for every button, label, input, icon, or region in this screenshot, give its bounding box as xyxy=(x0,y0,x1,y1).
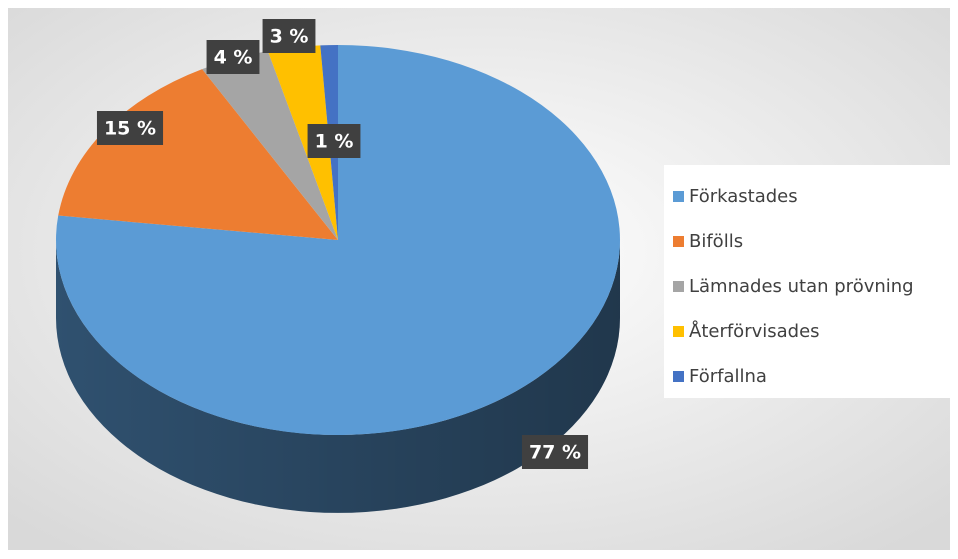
data-label-box xyxy=(307,124,361,158)
slice xyxy=(55,45,621,435)
legend-swatch xyxy=(673,191,684,202)
data-label-box xyxy=(521,435,589,469)
data-label: 4 % xyxy=(214,47,253,69)
legend-swatch xyxy=(673,236,684,247)
data-label-box xyxy=(262,19,316,53)
data-label-box xyxy=(206,40,260,74)
legend-label: Återförvisades xyxy=(689,320,820,342)
data-label: 15 % xyxy=(104,118,156,140)
legend-swatch xyxy=(673,371,684,382)
slice xyxy=(267,45,338,240)
data-label: 77 % xyxy=(529,442,581,464)
legend-label: Förkastades xyxy=(689,186,798,207)
data-label: 1 % xyxy=(315,131,354,153)
legend-swatch xyxy=(673,281,684,292)
slice xyxy=(202,51,338,240)
slice-side-shade xyxy=(56,240,620,513)
legend-label: Lämnades utan prövning xyxy=(689,276,914,297)
legend-label: Bifölls xyxy=(689,231,743,252)
legend-label: Förfallna xyxy=(689,366,767,387)
data-label: 3 % xyxy=(270,26,309,48)
legend-swatch xyxy=(673,326,684,337)
legend-box xyxy=(664,165,952,398)
data-label-box xyxy=(96,111,164,145)
